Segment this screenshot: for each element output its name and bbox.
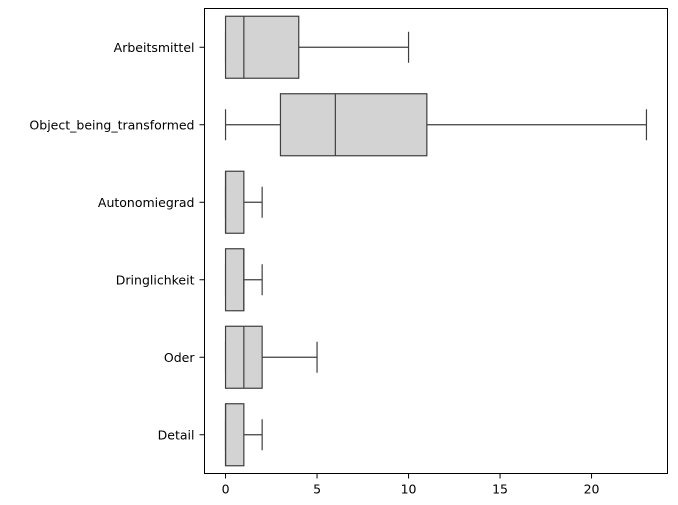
x-axis: 0 5 10 15 20 [222,473,600,497]
x-tick-label: 15 [492,482,508,497]
y-axis: Arbeitsmittel Object_being_transformed Aut… [29,40,205,442]
category-label: Arbeitsmittel [114,40,195,55]
category-label: Detail [158,427,195,442]
box-iqr [279,93,428,157]
box-iqr [224,15,300,79]
box-group [224,93,648,157]
box-iqr [224,170,245,234]
category-label: Object_being_transformed [29,117,194,132]
plot-frame [204,8,668,474]
box-group [224,248,263,312]
category-label: Autonomiegrad [98,195,195,210]
box-group [224,15,410,79]
box-iqr [224,403,245,467]
box-iqr [224,248,245,312]
x-tick-label: 10 [401,482,417,497]
boxes-layer [224,15,648,467]
x-tick-label: 20 [584,482,600,497]
box-group [224,170,263,234]
x-tick-label: 0 [222,482,230,497]
box-group [224,325,318,389]
category-label: Dringlichkeit [116,272,195,287]
box-group [224,403,263,467]
category-label: Oder [164,350,195,365]
x-tick-label: 5 [313,482,321,497]
